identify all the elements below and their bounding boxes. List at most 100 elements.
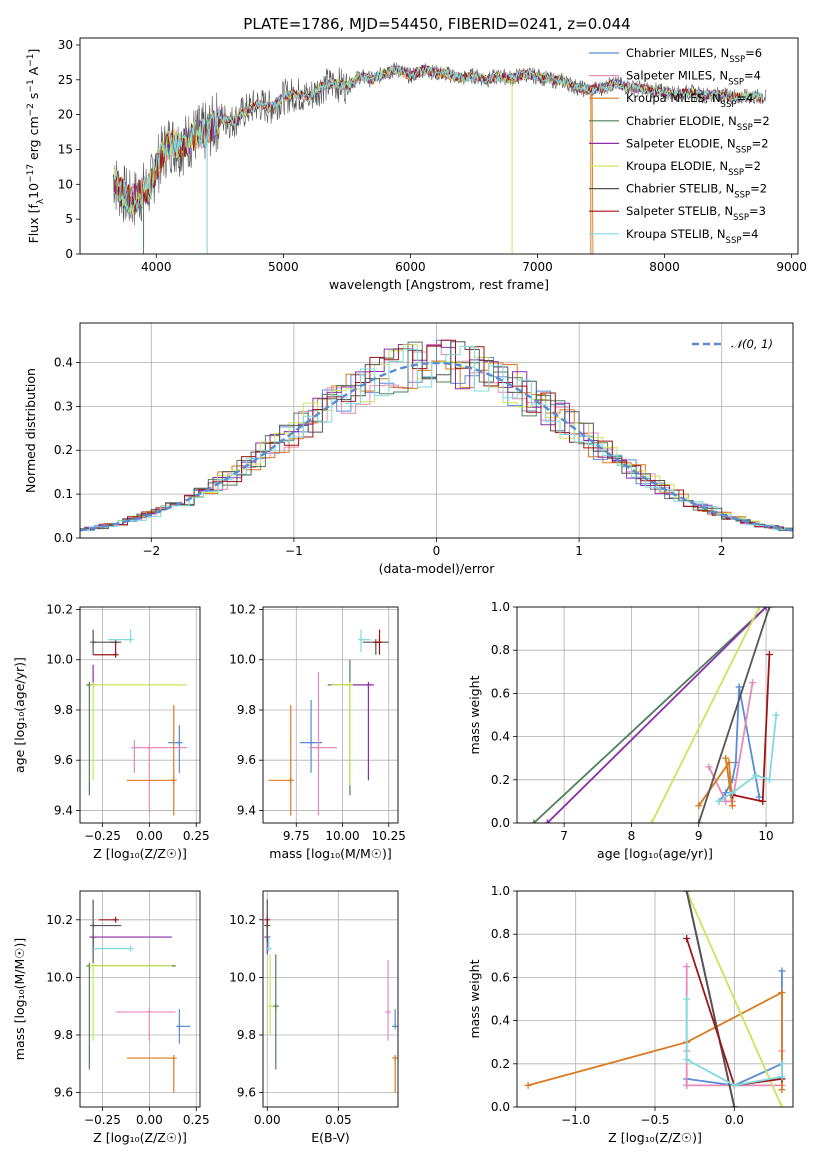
legend-value: =2 [752, 136, 769, 150]
y-tick-label: 9.6 [237, 1086, 256, 1100]
y-label-part: −1 [26, 54, 36, 67]
age-vs-Z-panel: −0.25 0.00 0.25 9.4 9.6 9.8 10.0 10.2 Z [log₁₀(Z… [12, 603, 210, 861]
x-tick-label: −0.5 [640, 1113, 669, 1127]
x-axis-label: age [log₁₀(age/yr)] [597, 846, 713, 861]
weight-series-line [718, 686, 761, 802]
weight-point-marker [543, 819, 551, 823]
legend-entry: Kroupa STELIB, NSSP=4 [626, 227, 758, 246]
weight-point-marker [683, 1055, 691, 1063]
y-label-part: −17 [26, 164, 36, 183]
point-marker [112, 916, 119, 923]
weight-series-line [685, 891, 736, 1107]
y-tick-label: 20 [58, 108, 73, 122]
y-tick-label: 0.0 [491, 1100, 510, 1114]
y-tick-label: 9.4 [54, 803, 73, 817]
weight-point-marker [778, 967, 786, 975]
y-tick-label: 9.8 [237, 703, 256, 717]
point-marker [265, 945, 272, 952]
point-marker [287, 777, 294, 784]
weight-series-line [685, 891, 783, 1107]
mass-vs-ebv-panel: 0.00 0.05 9.6 9.8 10.0 10.2 E(B-V) [229, 890, 399, 1145]
weight-point-marker [778, 989, 786, 997]
weight-vs-Z-panel: −1.0 −0.5 0.0 0.0 0.2 0.4 0.6 0.8 1.0 Z [log₁₀(Z/… [467, 884, 794, 1145]
weight-vs-age-panel-frame [516, 606, 794, 824]
y-tick-label: 9.6 [54, 753, 73, 767]
y-tick-label: 0.0 [54, 531, 73, 545]
y-tick-label: 10 [58, 177, 73, 191]
point-marker [264, 916, 271, 923]
weight-point-marker [728, 789, 736, 797]
x-tick-label: −0.25 [84, 829, 121, 843]
weight-series-line [546, 607, 767, 823]
weight-point-marker [722, 754, 730, 762]
weight-point-marker [530, 819, 538, 823]
x-axis-label: (data-model)/error [379, 561, 496, 576]
point-marker [90, 681, 97, 688]
errorbar-point [98, 916, 119, 923]
x-tick-label: 0.00 [136, 829, 163, 843]
figure-title: PLATE=1786, MJD=54450, FIBERID=0241, z=0… [243, 15, 630, 33]
errorbar-point [392, 1055, 398, 1093]
errorbar-point [362, 639, 389, 655]
y-tick-label: 0.6 [491, 970, 510, 984]
legend-value: =4 [744, 69, 761, 83]
weight-point-marker [715, 797, 723, 805]
x-axis-label: mass [log₁₀(M/M☉)] [269, 846, 391, 861]
weight-series-line [527, 991, 783, 1090]
legend-entry: Chabrier MILES, NSSP=6 [626, 46, 762, 65]
x-tick-label: 4000 [141, 260, 172, 274]
residual-histogram [80, 341, 793, 533]
x-tick-label: 10.25 [372, 829, 406, 843]
errorbar-point [265, 937, 272, 952]
point-marker [376, 639, 383, 646]
x-tick-label: 0.00 [254, 1113, 281, 1127]
errorbar-point [327, 659, 353, 796]
weight-point-marker [722, 789, 730, 797]
y-tick-label: 0.1 [54, 487, 73, 501]
legend-entry: Salpeter STELIB, NSSP=3 [626, 204, 766, 223]
legend-subscript: SSP [734, 191, 750, 201]
weight-series-line [698, 758, 734, 807]
x-tick-label: 7000 [522, 260, 553, 274]
y-tick-label: 10.2 [229, 913, 256, 927]
weight-point-marker [752, 771, 760, 779]
errorbar-point [299, 699, 323, 773]
weight-vs-age-panel: 7 8 9 10 0.0 0.2 0.4 0.6 0.8 1.0 age [log₁₀(age/yr… [467, 600, 794, 861]
y-label-part: −2 [26, 103, 36, 116]
weight-point-marker [778, 1103, 786, 1107]
y-label-part: 10 [26, 183, 41, 199]
x-tick-label: 10.00 [325, 829, 359, 843]
y-label-part: λ [36, 198, 46, 204]
legend-entry: Salpeter MILES, NSSP=4 [626, 69, 761, 88]
x-tick-label: 1 [575, 544, 583, 558]
y-tick-label: 10.2 [46, 913, 73, 927]
point-marker [176, 1023, 183, 1030]
x-tick-label: 0 [433, 544, 441, 558]
weight-point-marker [772, 711, 780, 719]
mass-vs-Z-panel: −0.25 0.00 0.25 9.6 9.8 10.0 10.2 Z [log₁₀(Z/Z☉… [12, 890, 210, 1145]
point-marker [365, 681, 372, 688]
legend-value: =4 [741, 227, 758, 241]
errorbar-point [93, 945, 134, 952]
errorbar-point [373, 629, 383, 655]
x-tick-label: 2 [718, 544, 726, 558]
weight-point-marker [778, 1073, 786, 1081]
weight-point-marker [778, 1086, 786, 1094]
errorbar-point [176, 1009, 191, 1044]
weight-point-marker [722, 797, 730, 805]
errorbar-point [358, 629, 371, 653]
legend-value: =2 [750, 182, 767, 196]
x-axis-label: Z [log₁₀(Z/Z☉)] [93, 846, 187, 861]
y-axis-label: age [log₁₀(age/yr)] [12, 657, 27, 773]
y-axis-label: Normed distribution [23, 368, 38, 493]
age-vs-mass-panel-points [268, 629, 389, 816]
point-marker [146, 1008, 153, 1015]
age-vs-Z-panel-points [86, 629, 187, 816]
point-marker [272, 1003, 279, 1010]
y-tick-label: 0.2 [491, 1057, 510, 1071]
legend-subscript: SSP [733, 213, 749, 223]
legend-value: =3 [749, 204, 766, 218]
errorbar-point [90, 629, 122, 655]
mass-vs-Z-panel-frame [79, 890, 201, 1108]
